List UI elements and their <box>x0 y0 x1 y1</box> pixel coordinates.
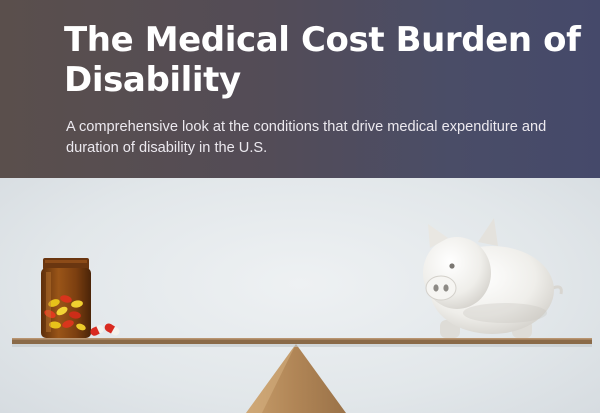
hero-illustration <box>0 178 600 413</box>
pill-bottle <box>41 258 91 338</box>
pills-in-bottle <box>44 295 86 331</box>
capsules <box>90 323 120 336</box>
fulcrum <box>246 344 346 413</box>
seesaw-plank <box>12 338 592 347</box>
page-subtitle: A comprehensive look at the conditions t… <box>66 119 547 156</box>
piggy-bank <box>423 218 563 338</box>
page-title: The Medical Cost Burden of Disability <box>64 20 581 100</box>
hero-header: The Medical Cost Burden of Disability A … <box>0 0 600 178</box>
seesaw-scene <box>12 218 592 413</box>
